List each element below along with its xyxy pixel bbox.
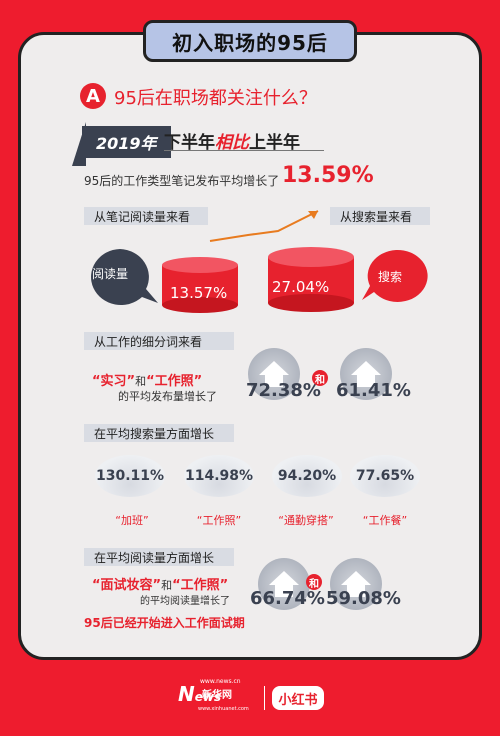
reading-cylinder (162, 257, 238, 313)
growth-value: 13.59% (282, 163, 374, 188)
xinhua-brand-n: N (178, 682, 195, 706)
year-label: 2019年 (82, 126, 171, 158)
xiaohongshu-logo-text: 小红书 (278, 692, 318, 708)
reading-label: 从笔记阅读量来看 (84, 207, 208, 225)
search-growth-label: 在平均搜索量方面增长 (84, 424, 234, 442)
keyword-1: “实习” (92, 374, 136, 389)
house-icon (258, 558, 310, 610)
page-title: 初入职场的95后 (143, 20, 357, 62)
compare-suffix: 上半年 (249, 133, 300, 153)
reading-value: 13.57% (170, 284, 228, 302)
xinhua-url-bottom: www.xinhuanet.com (198, 706, 249, 712)
keywords-label: 从工作的细分词来看 (84, 332, 234, 350)
logo-divider (264, 686, 265, 710)
section-a-badge: A (80, 83, 106, 109)
keyword-value-2: 61.41% (336, 380, 411, 401)
search-value: 27.04% (272, 278, 330, 296)
search-term: “通勤穿搭” (278, 514, 334, 527)
compare-prefix: 下半年 (164, 133, 215, 153)
reading-bubble (91, 249, 158, 305)
read-sub: 的平均阅读量增长了 (140, 596, 230, 607)
section-a-badge-text: A (86, 85, 100, 107)
search-term: “工作照” (196, 514, 242, 527)
keyword-value-1: 72.38% (246, 380, 321, 401)
read-keyword-2: “工作照” (172, 578, 229, 593)
read-growth-label: 在平均阅读量方面增长 (84, 548, 234, 566)
xinhua-brand: News (178, 682, 260, 706)
compare-mid: 相比 (215, 133, 249, 153)
xinhua-brand-cn: 新华网 (202, 690, 232, 701)
and-badge-text: 和 (315, 374, 325, 386)
section-a-question: 95后在职场都关注什么？ (114, 88, 317, 109)
search-term: “工作餐” (362, 514, 408, 527)
house-icon (330, 558, 382, 610)
xinhua-logo: www.news.cn News 新华网 www.xinhuanet.com (178, 678, 260, 714)
search-term: “加班” (115, 514, 149, 527)
stat-value: 114.98% (184, 468, 254, 484)
read-footer: 95后已经开始进入工作面试期 (84, 616, 245, 630)
growth-text: 95后的工作类型笔记发布平均增长了 (84, 174, 280, 188)
stat-circle: 94.20% (272, 455, 342, 497)
and-badge-text: 和 (309, 578, 319, 590)
search-label: 从搜索量来看 (330, 207, 430, 225)
stat-value: 130.11% (95, 468, 165, 484)
house-icon (340, 348, 392, 400)
divider (164, 150, 324, 151)
trend-arrow-icon (209, 210, 319, 242)
reading-bubble-text: 阅读量 (92, 267, 129, 281)
search-cylinder (268, 247, 354, 312)
read-value-2: 59.08% (326, 588, 401, 609)
stat-value: 94.20% (277, 468, 337, 484)
and-badge: 和 (306, 574, 322, 590)
compare-heading: 下半年相比上半年 (164, 128, 300, 153)
keywords-line: “实习”和“工作照” (92, 370, 202, 389)
and-badge: 和 (312, 370, 328, 386)
keywords-sub: 的平均发布量增长了 (118, 390, 217, 403)
read-keyword-and: 和 (161, 579, 173, 592)
read-keywords-line: “面试妆容”和“工作照” (92, 574, 228, 593)
read-keyword-1: “面试妆容” (92, 578, 162, 593)
stat-circle: 130.11% (95, 455, 165, 497)
keyword-and: 和 (135, 375, 147, 388)
page-title-text: 初入职场的95后 (172, 30, 328, 55)
xinhua-url-top: www.news.cn (200, 678, 241, 685)
house-icon (248, 348, 300, 400)
stat-circle: 114.98% (184, 455, 254, 497)
stat-value: 77.65% (355, 468, 415, 484)
read-value-1: 66.74% (250, 588, 325, 609)
xiaohongshu-logo: 小红书 (272, 686, 324, 710)
stat-circle: 77.65% (350, 455, 420, 497)
xinhua-brand-ews: ews (194, 690, 222, 704)
search-bubble (362, 249, 428, 302)
keyword-2: “工作照” (146, 374, 203, 389)
search-bubble-text: 搜索 (378, 270, 403, 284)
